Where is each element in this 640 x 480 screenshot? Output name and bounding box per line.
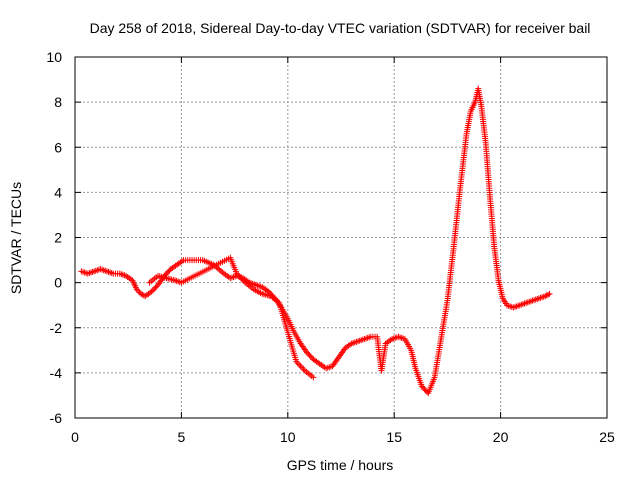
- data-point: [307, 353, 314, 360]
- y-tick-label: -2: [50, 320, 63, 336]
- data-point: [545, 291, 552, 298]
- y-tick-label: -4: [50, 365, 63, 381]
- data-point: [148, 288, 155, 295]
- data-point: [81, 269, 88, 276]
- y-tick-label: 8: [54, 94, 62, 110]
- y-tick-label: 10: [46, 49, 62, 65]
- data-points: [78, 85, 553, 397]
- data-point: [162, 271, 169, 278]
- axis-ticks: 0 5 10 15 20 25 -6 -4 -2 0 2 4 6 8 10: [46, 49, 615, 445]
- y-tick-label: -6: [50, 410, 63, 426]
- x-tick-label: 10: [280, 429, 296, 445]
- y-tick-label: 0: [54, 275, 62, 291]
- data-point: [303, 349, 310, 356]
- data-point: [165, 268, 172, 275]
- grid-lines: [75, 57, 607, 418]
- data-point: [300, 366, 307, 373]
- y-tick-label: 6: [54, 139, 62, 155]
- x-axis-label: GPS time / hours: [287, 457, 394, 473]
- data-point: [546, 290, 553, 297]
- data-point: [296, 361, 303, 368]
- x-tick-label: 20: [493, 429, 509, 445]
- data-point: [418, 383, 425, 390]
- chart-title: Day 258 of 2018, Sidereal Day-to-day VTE…: [90, 20, 591, 36]
- data-point: [305, 350, 312, 357]
- data-point: [422, 387, 429, 394]
- x-tick-label: 0: [71, 429, 79, 445]
- data-point: [297, 363, 304, 370]
- x-tick-label: 25: [599, 429, 615, 445]
- data-point: [421, 386, 428, 393]
- data-point: [149, 287, 156, 294]
- x-tick-label: 15: [386, 429, 402, 445]
- data-point: [507, 303, 514, 310]
- y-tick-label: 2: [54, 230, 62, 246]
- y-axis-label: SDTVAR / TECUs: [8, 182, 24, 294]
- data-point: [151, 285, 158, 292]
- data-point: [306, 352, 313, 359]
- x-tick-label: 5: [178, 429, 186, 445]
- data-point: [310, 374, 317, 381]
- data-point: [175, 278, 182, 285]
- data-point: [152, 284, 159, 291]
- data-point: [326, 364, 333, 371]
- data-point: [298, 364, 305, 371]
- y-tick-label: 4: [54, 184, 62, 200]
- data-point: [420, 384, 427, 391]
- data-point: [398, 334, 405, 341]
